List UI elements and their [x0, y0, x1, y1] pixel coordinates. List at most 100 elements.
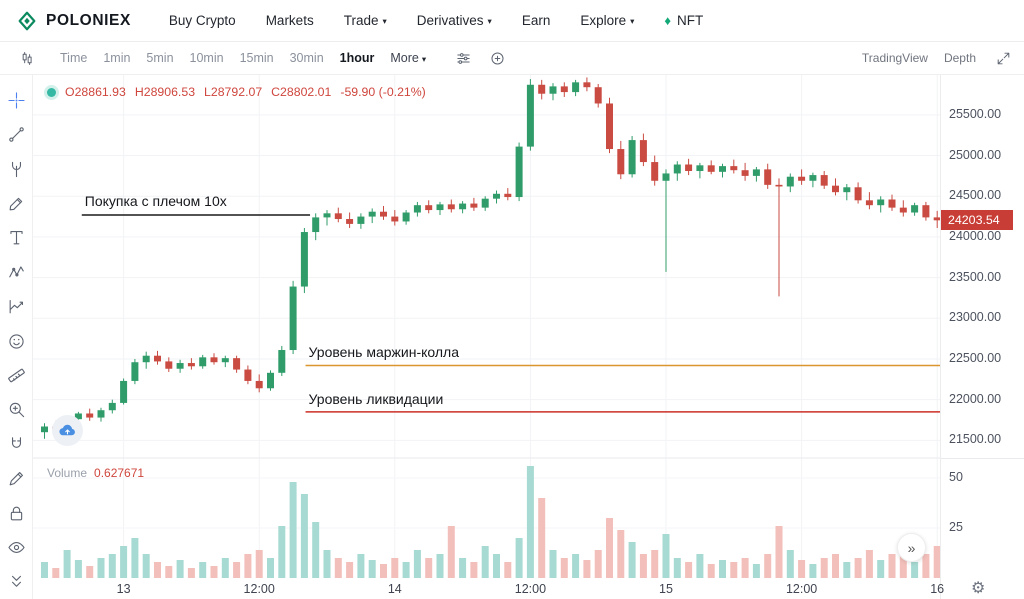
volume-bar [786, 550, 794, 578]
nav-item-buy-crypto[interactable]: Buy Crypto [169, 13, 236, 28]
candle [560, 86, 568, 93]
nav-item-nft[interactable]: ♦ NFT [664, 13, 703, 28]
nav-item-derivatives[interactable]: Derivatives ▾ [417, 13, 492, 28]
toolbar-right: TradingView Depth [862, 47, 1014, 69]
nav-item-label: Buy Crypto [168, 13, 236, 28]
candle [673, 164, 681, 174]
candle [165, 361, 173, 369]
volume-bar [187, 568, 195, 578]
trendline-icon[interactable] [2, 117, 30, 151]
timeframe-label: 1min [103, 51, 131, 65]
candle [583, 82, 591, 88]
volume-bar [391, 558, 399, 578]
brush-icon[interactable] [2, 186, 30, 220]
volume-bar [402, 562, 410, 578]
time-tick-label: 16 [930, 582, 945, 596]
volume-value: 0.627671 [94, 466, 145, 480]
candle [425, 205, 433, 211]
tradingview-tab[interactable]: TradingView [861, 51, 928, 65]
nav-item-explore[interactable]: Explore ▾ [580, 13, 634, 28]
candle [752, 169, 760, 176]
cloud-sync-button[interactable] [52, 415, 83, 446]
fullscreen-icon[interactable] [992, 47, 1014, 69]
candle [267, 372, 274, 389]
time-axis[interactable]: 13 12:00 14 12:00 15 12:00 16 [33, 578, 945, 599]
volume-bar [606, 518, 613, 578]
timeframe-1min[interactable]: 1min [103, 51, 130, 65]
nav-item-markets[interactable]: Markets [266, 13, 314, 28]
expand-panel-button[interactable]: » [897, 533, 926, 562]
cloud-upload-icon [59, 424, 75, 436]
crosshair-icon[interactable] [2, 83, 30, 117]
volume-bar [583, 560, 591, 578]
nav-item-trade[interactable]: Trade ▾ [344, 13, 387, 28]
price-axis[interactable]: ⚙ 25500.00 25000.00 24500.00 24000.00 23500.… [940, 75, 1024, 599]
nav-item-label: Markets [265, 13, 314, 28]
volume-bar [504, 562, 512, 578]
time-tick-label: 15 [659, 582, 673, 596]
volume-bar [131, 538, 139, 578]
timeframe-10min[interactable]: 10min [190, 51, 224, 65]
pattern-icon[interactable] [2, 255, 30, 289]
timeframe-selector: Time 1min 5min 10min 15min 30min 1hour More ▾ [52, 51, 434, 65]
annotation-label: Покупка с плечом 10x [84, 192, 227, 209]
volume-bar [267, 558, 274, 578]
emoji-icon[interactable] [2, 324, 30, 358]
volume-bar [922, 554, 930, 578]
candle [402, 212, 410, 222]
volume-bar [832, 554, 839, 578]
volume-bar [255, 550, 263, 578]
volume-tick-label: 50 [949, 470, 963, 484]
price-tick-label: 23500.00 [949, 269, 1002, 284]
settings-gear-icon[interactable]: ⚙ [971, 580, 986, 597]
timeframe-5min[interactable]: 5min [146, 51, 173, 65]
candle [504, 193, 512, 198]
candle [764, 169, 772, 185]
timeframe-30min[interactable]: 30min [290, 51, 324, 65]
lock-icon[interactable] [2, 496, 30, 530]
eye-icon[interactable] [2, 530, 30, 564]
candle [526, 84, 534, 147]
volume-bar [888, 554, 896, 578]
draw-icon[interactable] [2, 461, 30, 495]
price-tick-label: 25500.00 [949, 106, 1002, 121]
candle [877, 199, 885, 206]
forecast-icon[interactable] [2, 289, 30, 323]
timeframe-1hour[interactable]: 1hour [340, 51, 375, 65]
timeframe-more[interactable]: More ▾ [390, 51, 426, 65]
ruler-icon[interactable] [2, 358, 30, 392]
volume-bar [911, 562, 919, 578]
nav-item-label: Explore [580, 13, 627, 28]
timeframe-label: 15min [239, 51, 274, 65]
timeframe-time[interactable]: Time [60, 51, 87, 65]
candle [459, 203, 467, 210]
volume-bar [854, 558, 862, 578]
compare-icon[interactable] [486, 47, 508, 69]
depth-tab[interactable]: Depth [943, 51, 976, 65]
candle [357, 216, 365, 224]
candlestick-chart[interactable] [33, 75, 940, 578]
price-tick-label: 24000.00 [949, 228, 1002, 243]
candle [832, 185, 839, 193]
volume-bar [233, 562, 241, 578]
candle [278, 350, 286, 373]
more-tools-icon[interactable] [2, 565, 30, 599]
timeframe-15min[interactable]: 15min [240, 51, 274, 65]
caret-down-icon: ▾ [421, 53, 427, 64]
text-icon[interactable] [2, 221, 30, 255]
chart-toolbar: Time 1min 5min 10min 15min 30min 1hour More ▾ Tr… [0, 42, 1024, 75]
zoom-in-icon[interactable] [2, 393, 30, 427]
candle [187, 363, 195, 367]
ohlc-change: -59.90 (-0.21%) [340, 85, 426, 99]
pitchfork-icon[interactable] [2, 152, 30, 186]
poloniex-logo[interactable]: POLONIEX [16, 10, 131, 32]
volume-bar [775, 526, 783, 578]
indicator-icon[interactable] [452, 47, 474, 69]
ohlc-legend: O28861.93 H28906.53 L28792.07 C28802.01 … [47, 85, 426, 99]
candle [142, 355, 150, 363]
magnet-icon[interactable] [2, 427, 30, 461]
nav-item-earn[interactable]: Earn [522, 13, 551, 28]
ohlc-open: O28861.93 [65, 85, 126, 99]
candle [911, 205, 919, 213]
chart-style-icon[interactable] [16, 47, 38, 69]
